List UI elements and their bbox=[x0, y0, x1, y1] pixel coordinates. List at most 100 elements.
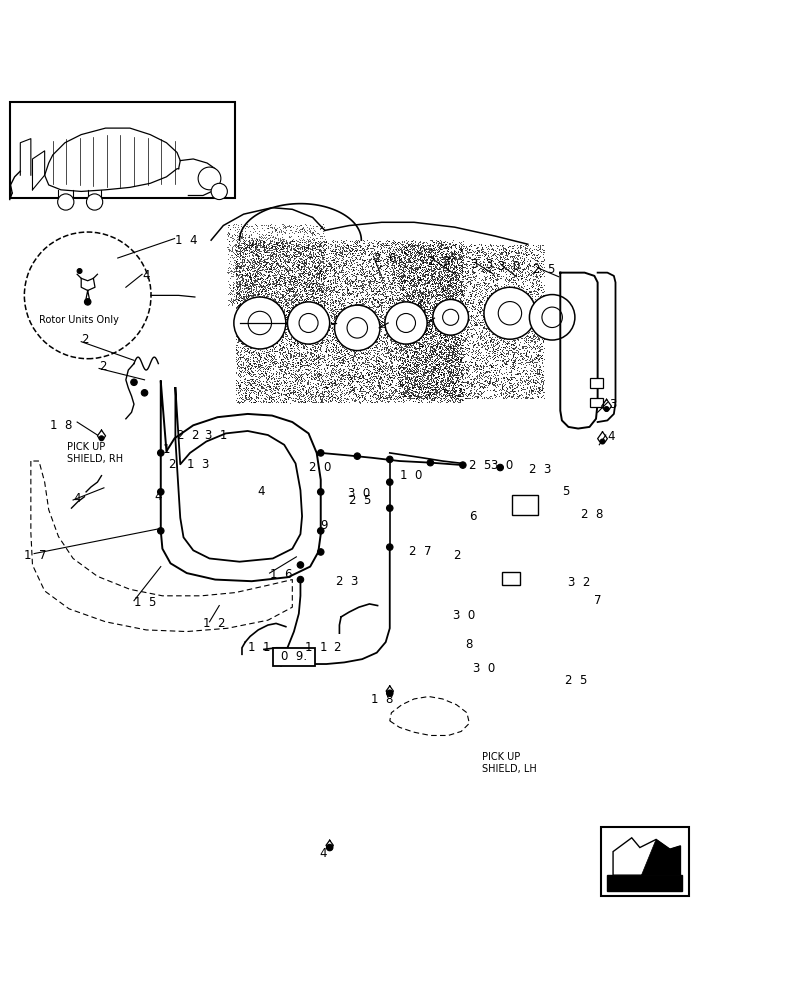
Point bbox=[463, 274, 476, 290]
Point bbox=[349, 355, 362, 371]
Bar bbox=[272, 648, 315, 666]
Point bbox=[521, 306, 534, 322]
Point bbox=[452, 323, 465, 339]
Point bbox=[474, 359, 487, 375]
Point bbox=[324, 243, 337, 259]
Point bbox=[412, 314, 425, 330]
Point bbox=[478, 365, 491, 381]
Point bbox=[107, 127, 120, 143]
Point bbox=[401, 301, 414, 317]
Point bbox=[359, 268, 372, 284]
Point bbox=[168, 139, 181, 155]
Point bbox=[454, 327, 467, 343]
Point bbox=[405, 372, 418, 388]
Point bbox=[159, 174, 172, 190]
Point bbox=[169, 175, 182, 191]
Point bbox=[528, 338, 541, 354]
Point bbox=[442, 355, 455, 371]
Point bbox=[268, 315, 281, 331]
Point bbox=[448, 373, 461, 389]
Point bbox=[78, 165, 91, 181]
Point bbox=[431, 233, 444, 249]
Point bbox=[373, 267, 386, 283]
Point bbox=[299, 235, 312, 251]
Point bbox=[462, 376, 475, 392]
Point bbox=[258, 358, 271, 374]
Point bbox=[244, 340, 257, 356]
Point bbox=[453, 244, 466, 260]
Point bbox=[487, 276, 500, 292]
Point bbox=[267, 241, 280, 257]
Point bbox=[486, 338, 499, 354]
Point bbox=[409, 327, 422, 343]
Point bbox=[363, 393, 376, 409]
Point bbox=[474, 300, 487, 316]
Point bbox=[264, 280, 277, 296]
Point bbox=[448, 330, 461, 346]
Point bbox=[474, 260, 487, 276]
Point bbox=[252, 226, 265, 242]
Point bbox=[270, 375, 283, 391]
Point bbox=[277, 303, 290, 319]
Point bbox=[481, 276, 494, 292]
Point bbox=[420, 272, 433, 288]
Point bbox=[293, 224, 306, 240]
Point bbox=[259, 274, 272, 290]
Point bbox=[356, 278, 369, 294]
Point bbox=[506, 358, 519, 374]
Point bbox=[62, 134, 75, 150]
Point bbox=[178, 117, 191, 133]
Point bbox=[281, 373, 294, 389]
Point bbox=[58, 113, 71, 129]
Point bbox=[251, 310, 264, 326]
Point bbox=[431, 280, 444, 296]
Point bbox=[51, 169, 64, 185]
Point bbox=[166, 152, 179, 168]
Point bbox=[532, 343, 545, 359]
Point bbox=[370, 330, 383, 346]
Point bbox=[136, 138, 149, 154]
Point bbox=[258, 382, 271, 398]
Point bbox=[507, 296, 520, 312]
Point bbox=[408, 283, 421, 299]
Point bbox=[435, 276, 448, 292]
Point bbox=[350, 359, 363, 375]
Point bbox=[282, 305, 295, 321]
Point bbox=[451, 369, 464, 385]
Point bbox=[474, 361, 487, 377]
Point bbox=[21, 129, 34, 145]
Point bbox=[75, 150, 88, 166]
Point bbox=[448, 249, 461, 265]
Point bbox=[440, 314, 453, 330]
Point bbox=[406, 262, 419, 278]
Point bbox=[260, 240, 272, 256]
Point bbox=[315, 263, 328, 279]
Point bbox=[441, 280, 454, 296]
Point bbox=[530, 294, 543, 310]
Point bbox=[507, 330, 520, 346]
Point bbox=[286, 351, 299, 367]
Point bbox=[311, 335, 324, 351]
Point bbox=[242, 256, 255, 272]
Point bbox=[79, 139, 92, 155]
Point bbox=[114, 130, 127, 146]
Point bbox=[307, 352, 320, 368]
Point bbox=[446, 339, 459, 355]
Point bbox=[393, 239, 406, 255]
Point bbox=[474, 336, 487, 352]
Point bbox=[447, 258, 460, 274]
Point bbox=[513, 315, 526, 331]
Point bbox=[312, 341, 325, 357]
Point bbox=[425, 318, 438, 334]
Point bbox=[508, 250, 521, 266]
Point bbox=[401, 292, 414, 308]
Point bbox=[364, 376, 377, 392]
Point bbox=[147, 169, 160, 185]
Point bbox=[336, 326, 349, 342]
Point bbox=[313, 293, 326, 309]
Point bbox=[94, 125, 107, 141]
Point bbox=[452, 362, 465, 378]
Point bbox=[435, 313, 448, 329]
Point bbox=[421, 380, 434, 396]
Point bbox=[390, 295, 403, 311]
